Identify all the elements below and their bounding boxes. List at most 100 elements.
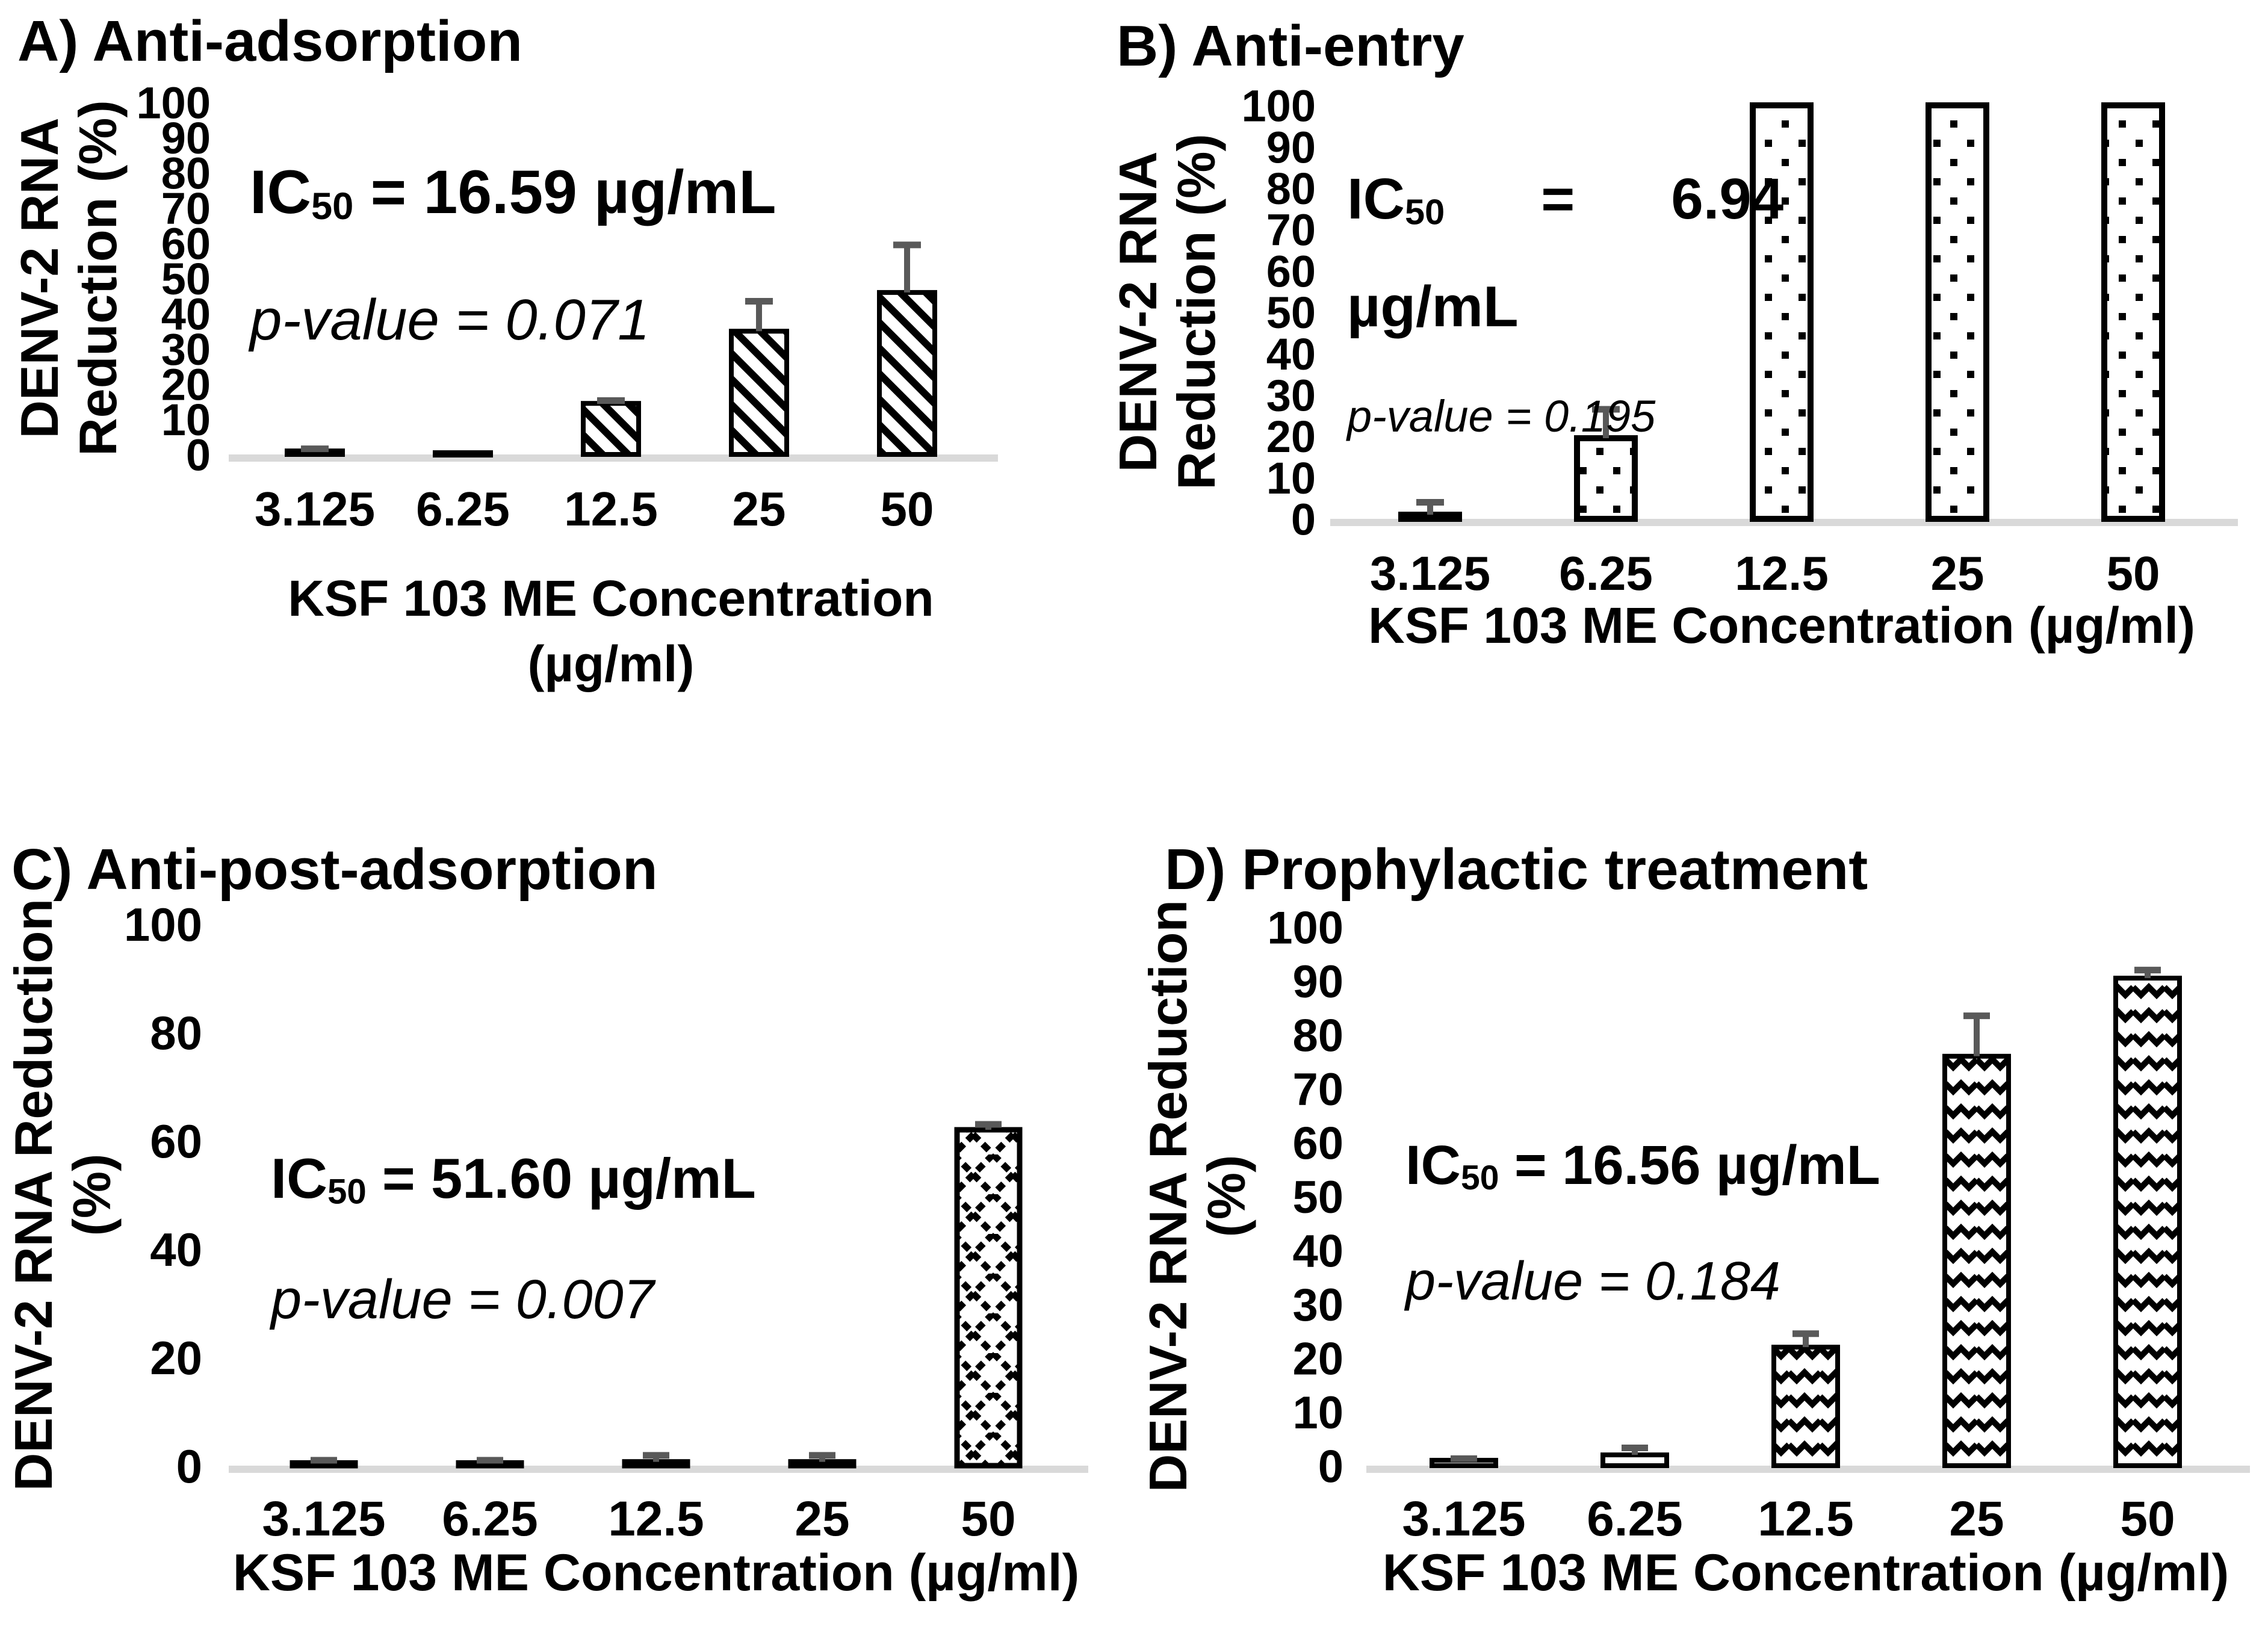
panel-anti-entry: B) Anti-entry DENV-2 RNA Reduction (%) 0… xyxy=(1101,0,2268,819)
bar xyxy=(729,329,789,457)
chart-area: 0 10 20 30 40 50 60 70 80 90 100 3.125 6.25 12.5 25 50 xyxy=(1132,837,2268,1633)
bar xyxy=(954,1127,1023,1469)
bar xyxy=(2113,976,2182,1468)
bar xyxy=(433,450,493,458)
y-tick-label: 10 xyxy=(161,395,211,445)
y-tick-label: 90 xyxy=(161,113,211,163)
p-value-text: p-value = 0.195 xyxy=(1347,391,1656,441)
x-tick-label: 6.25 xyxy=(1559,547,1653,600)
y-tick-label: 50 xyxy=(1292,1172,1343,1223)
x-axis-title-line1: KSF 103 ME Concentration (µg/ml) xyxy=(1368,597,2195,654)
y-tick-label: 40 xyxy=(1292,1225,1343,1277)
x-axis-title: KSF 103 ME Concentration (µg/ml) xyxy=(233,1540,1080,1607)
x-axis-title: KSF 103 ME Concentration (µg/ml) xyxy=(288,566,934,697)
x-tick-label: 50 xyxy=(2120,1492,2175,1546)
panel-anti-adsorption: A) Anti-adsorption DENV-2 RNA Reduction … xyxy=(0,0,1023,819)
ic50-annotation: IC50 = 51.60 µg/mL p-value = 0.007 xyxy=(271,1124,756,1353)
y-tick-label: 50 xyxy=(1266,288,1316,338)
panel-anti-post-adsorption: C) Anti-post-adsorption DENV-2 RNA Reduc… xyxy=(0,837,1132,1633)
y-tick-label: 60 xyxy=(161,219,211,269)
x-tick-label: 3.125 xyxy=(255,482,375,536)
x-tick-label: 3.125 xyxy=(262,1492,385,1546)
y-tick-label: 80 xyxy=(1266,164,1316,214)
bar xyxy=(1574,435,1638,522)
y-tick-label: 50 xyxy=(161,254,211,304)
y-tick-label: 30 xyxy=(161,324,211,374)
x-tick-label: 50 xyxy=(961,1492,1015,1546)
y-tick-label: 40 xyxy=(161,290,211,339)
ic50-text: IC50 = 51.60 µg/mL xyxy=(271,1147,756,1212)
y-tick-label: 80 xyxy=(1292,1010,1343,1061)
bar xyxy=(1398,512,1462,522)
x-tick-label: 12.5 xyxy=(608,1492,704,1546)
x-tick-label: 6.25 xyxy=(442,1492,538,1546)
y-tick-label: 90 xyxy=(1266,122,1316,172)
y-tick-label: 0 xyxy=(1318,1441,1343,1492)
x-tick-label: 25 xyxy=(1931,547,1984,600)
x-tick-label: 6.25 xyxy=(1587,1492,1683,1546)
bar xyxy=(2101,102,2165,522)
p-value-text: p-value = 0.071 xyxy=(250,288,650,353)
x-tick-label: 6.25 xyxy=(416,482,510,536)
x-axis-title-line1: KSF 103 ME Concentration (µg/ml) xyxy=(232,1544,1080,1602)
y-tick-label: 100 xyxy=(1267,902,1343,953)
chart-area: 0 20 40 60 80 100 3.125 6.25 12.5 25 50 xyxy=(0,837,1132,1633)
x-tick-label: 50 xyxy=(2107,547,2160,600)
x-axis-title: KSF 103 ME Concentration (µg/ml) xyxy=(1383,1540,2229,1607)
bar xyxy=(1926,102,1989,522)
bar-chart-svg: 0 20 40 60 80 100 3.125 6.25 12.5 25 50 xyxy=(124,898,1088,1546)
x-tick-label: 50 xyxy=(881,482,934,536)
y-tick-label: 10 xyxy=(1266,453,1316,503)
ic50-unit-text: µg/mL xyxy=(1347,274,1519,339)
y-tick-label: 0 xyxy=(186,430,211,480)
x-tick-label: 25 xyxy=(1949,1492,2004,1546)
ic50-text: IC50 = 6.94 xyxy=(1347,167,1784,232)
y-tick-label: 40 xyxy=(1266,329,1316,379)
bar xyxy=(788,1459,857,1469)
y-tick-label: 20 xyxy=(150,1331,202,1384)
x-axis-title-line1: KSF 103 ME Concentration (µg/ml) xyxy=(1382,1544,2229,1602)
y-tick-label: 20 xyxy=(161,360,211,410)
ic50-annotation: IC50 = 6.94 µg/mL p-value = 0.195 xyxy=(1347,144,1783,463)
x-tick-label: 3.125 xyxy=(1402,1492,1525,1546)
y-tick-label: 60 xyxy=(1292,1118,1343,1169)
ic50-annotation: IC50 = 16.59 µg/mL p-value = 0.071 xyxy=(250,135,776,375)
y-tick-label: 20 xyxy=(1292,1333,1343,1384)
x-tick-label: 12.5 xyxy=(564,482,658,536)
bar xyxy=(581,401,641,457)
x-axis-title: KSF 103 ME Concentration (µg/ml) xyxy=(1368,593,2195,658)
p-value-text: p-value = 0.184 xyxy=(1405,1251,1780,1312)
y-tick-label: 10 xyxy=(1292,1387,1343,1439)
x-tick-label: 12.5 xyxy=(1735,547,1829,600)
chart-area: 0 10 20 30 40 50 60 70 80 90 100 3.125 6.25 12.5 25 50 xyxy=(0,0,1023,819)
y-tick-label: 70 xyxy=(1266,205,1316,255)
bar xyxy=(1600,1452,1669,1468)
ic50-annotation: IC50 = 16.56 µg/mL p-value = 0.184 xyxy=(1405,1112,1880,1334)
ic50-text: IC50 = 16.59 µg/mL xyxy=(250,158,776,228)
y-tick-label: 100 xyxy=(1242,81,1316,131)
panel-prophylactic-treatment: D) Prophylactic treatment DENV-2 RNA Red… xyxy=(1132,837,2268,1633)
y-tick-label: 0 xyxy=(1291,495,1316,545)
y-tick-label: 80 xyxy=(150,1006,202,1059)
panel-title: D) Prophylactic treatment xyxy=(1165,837,1868,902)
x-axis-title-line2: (µg/ml) xyxy=(527,636,695,693)
x-tick-label: 3.125 xyxy=(1370,547,1490,600)
y-tick-label: 30 xyxy=(1292,1280,1343,1331)
x-tick-label: 12.5 xyxy=(1758,1492,1854,1546)
ic50-text: IC50 = 16.56 µg/mL xyxy=(1405,1135,1880,1198)
y-tick-label: 30 xyxy=(1266,371,1316,421)
y-tick-label: 70 xyxy=(1292,1064,1343,1115)
panel-title: A) Anti-adsorption xyxy=(17,9,522,73)
y-tick-label: 40 xyxy=(150,1223,202,1276)
y-tick-label: 90 xyxy=(1292,956,1343,1008)
y-tick-label: 60 xyxy=(1266,246,1316,296)
x-tick-label: 25 xyxy=(733,482,786,536)
x-tick-label: 25 xyxy=(795,1492,849,1546)
chart-area: 0 10 20 30 40 50 60 70 80 90 100 3.125 6.25 12.5 25 50 xyxy=(1101,0,2268,819)
panel-title: C) Anti-post-adsorption xyxy=(11,837,658,902)
y-tick-label: 0 xyxy=(176,1440,202,1493)
panel-title: B) Anti-entry xyxy=(1117,14,1464,78)
